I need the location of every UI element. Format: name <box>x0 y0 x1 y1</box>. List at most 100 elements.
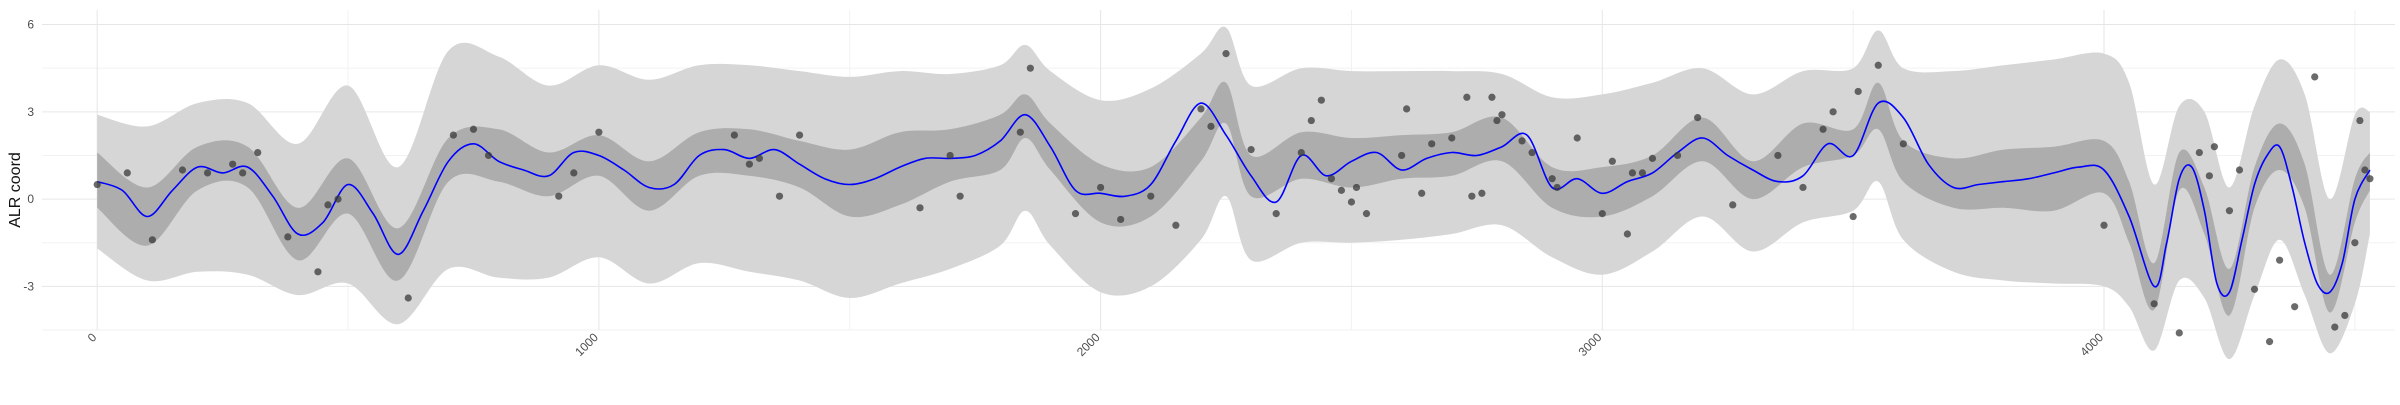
data-point <box>1337 186 1346 194</box>
data-point <box>1403 105 1411 113</box>
data-point <box>745 160 754 168</box>
data-point <box>1799 183 1807 192</box>
data-point <box>1488 93 1496 101</box>
x-tick-label: 1000 <box>572 330 601 359</box>
data-point <box>2276 256 2284 264</box>
data-point <box>795 131 804 139</box>
data-point <box>1352 183 1361 192</box>
data-point <box>2195 148 2203 157</box>
data-point <box>1498 111 1506 119</box>
data-point <box>1518 137 1526 145</box>
data-point <box>324 201 332 209</box>
data-point <box>1197 105 1205 113</box>
data-point <box>314 268 322 276</box>
data-point <box>1327 175 1335 183</box>
outer-confidence-band <box>97 26 2370 360</box>
data-point <box>1623 230 1631 238</box>
data-point <box>1553 183 1561 192</box>
data-point <box>1548 175 1556 183</box>
data-point <box>1673 151 1682 160</box>
data-point <box>1207 122 1215 130</box>
data-point <box>1819 125 1827 133</box>
data-point <box>1648 154 1657 162</box>
data-point <box>1071 210 1080 218</box>
data-point <box>1829 108 1837 116</box>
data-point <box>1096 183 1105 192</box>
confidence-bands <box>97 26 2370 360</box>
data-point <box>730 131 738 139</box>
data-point <box>2341 311 2349 320</box>
data-point <box>2205 172 2213 180</box>
data-point <box>2291 303 2299 311</box>
data-point <box>1493 116 1501 125</box>
data-point <box>1528 148 1536 157</box>
data-point <box>2150 300 2158 308</box>
data-point <box>1272 210 1280 218</box>
data-point <box>1307 116 1315 125</box>
data-point <box>2175 329 2183 337</box>
data-point <box>254 148 262 157</box>
data-point <box>1899 140 1907 148</box>
observation-points <box>93 50 2374 346</box>
data-point <box>956 192 964 200</box>
data-point <box>449 131 457 139</box>
data-point <box>229 160 237 168</box>
data-point <box>2356 116 2364 125</box>
data-point <box>1849 212 1857 221</box>
data-point <box>1418 189 1426 197</box>
data-point <box>555 192 563 200</box>
data-point <box>203 169 212 177</box>
data-point <box>1398 151 1406 160</box>
data-point <box>1362 210 1371 218</box>
data-point <box>1729 201 1737 209</box>
data-point <box>1016 128 1024 136</box>
data-point <box>2265 338 2274 346</box>
data-point <box>1428 140 1436 148</box>
data-point <box>1172 221 1180 229</box>
data-point <box>1478 189 1486 197</box>
data-point <box>2235 166 2244 174</box>
data-point <box>1573 134 1581 142</box>
data-point <box>123 169 131 177</box>
data-point <box>1147 192 1155 200</box>
data-point <box>1874 61 1882 69</box>
y-axis-title: ALR coord <box>7 152 24 228</box>
data-point <box>2331 323 2339 331</box>
x-tick-label: 2000 <box>1074 330 1103 359</box>
data-point <box>2250 285 2259 293</box>
data-point <box>239 169 247 177</box>
data-point <box>1694 114 1702 122</box>
data-point <box>1317 96 1325 104</box>
data-point <box>404 294 412 302</box>
data-point <box>595 128 603 136</box>
x-tick-label: 3000 <box>1576 330 1605 359</box>
data-point <box>946 151 954 160</box>
y-tick-labels: -3 0 3 6 <box>23 18 34 294</box>
data-point <box>93 180 101 189</box>
x-tick-label: 0 <box>85 330 100 345</box>
data-point <box>2311 73 2319 81</box>
data-point <box>469 125 478 133</box>
data-point <box>484 151 493 160</box>
data-point <box>1222 50 1230 58</box>
data-point <box>2366 175 2374 183</box>
data-point <box>1608 157 1616 165</box>
inner-confidence-band <box>97 81 2370 316</box>
data-point <box>148 236 156 244</box>
data-point <box>1247 146 1255 154</box>
data-point <box>916 204 924 212</box>
y-tick-label: 6 <box>27 18 34 32</box>
data-point <box>1628 169 1637 177</box>
mean-line-group <box>96 100 2371 297</box>
data-point <box>1638 169 1647 177</box>
data-point <box>1598 210 1606 218</box>
x-tick-label: 4000 <box>2077 330 2106 359</box>
data-point <box>2100 221 2108 229</box>
data-point <box>570 169 578 177</box>
y-tick-label: 3 <box>27 105 34 119</box>
data-point <box>2225 207 2234 215</box>
data-point <box>284 233 292 241</box>
mean-line <box>96 100 2371 297</box>
